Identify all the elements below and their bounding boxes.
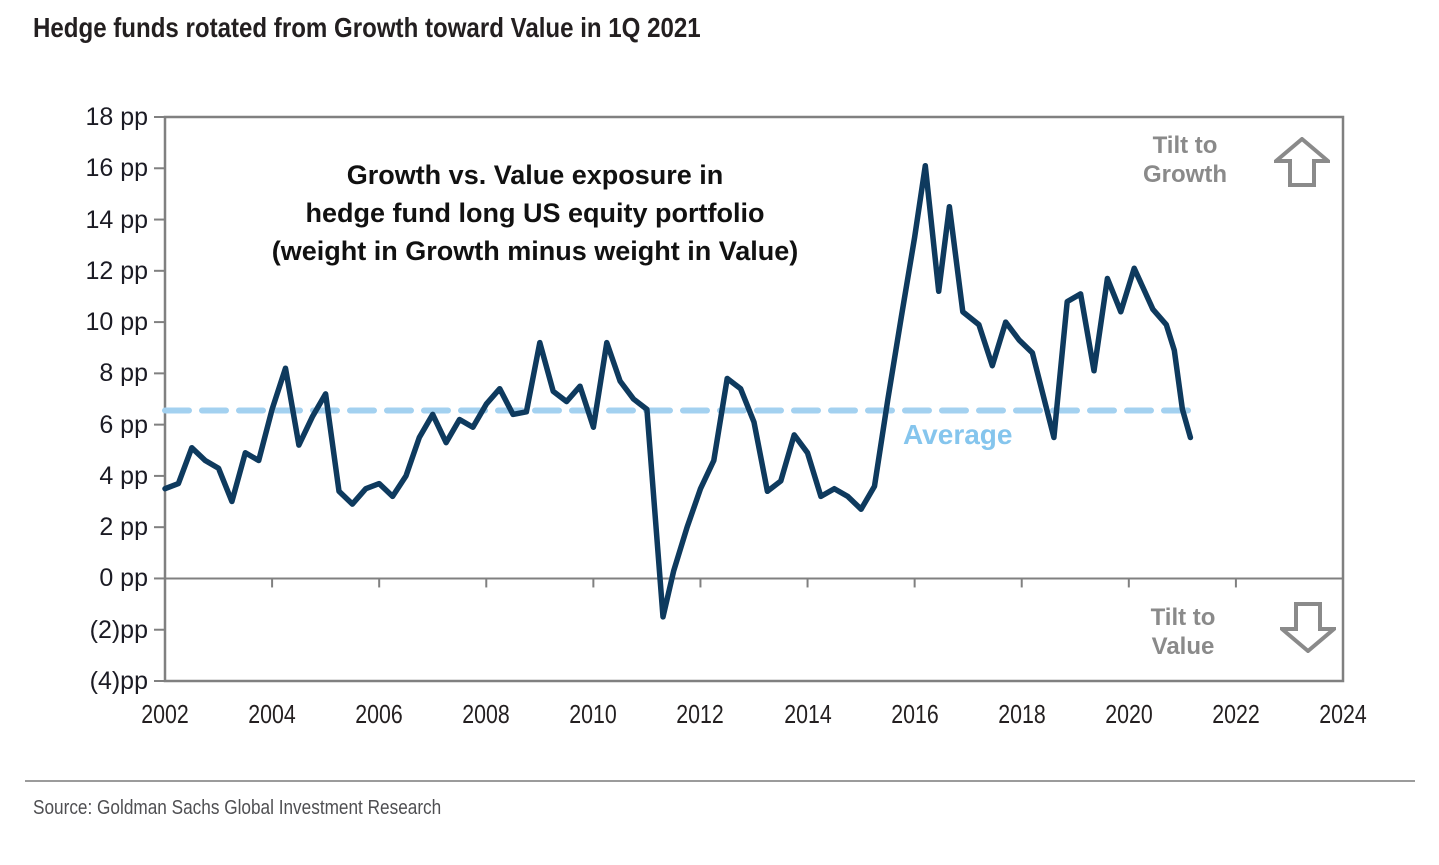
tilt-to-value-label: Tilt to Value — [1108, 603, 1258, 661]
y-axis-label: 10 pp — [85, 308, 148, 337]
page-title-text: Hedge funds rotated from Growth toward V… — [33, 12, 701, 43]
chart-inner-title-line2: hedge fund long US equity portfolio — [305, 198, 765, 228]
tilt-to-growth-label: Tilt to Growth — [1110, 131, 1260, 189]
average-annotation-label: Average — [903, 419, 1013, 450]
y-axis-label: 8 pp — [99, 359, 148, 388]
x-axis-label: 2012 — [676, 699, 725, 729]
chart-inner-title-line3: (weight in Growth minus weight in Value) — [271, 236, 799, 266]
arrow-up-icon — [1274, 137, 1330, 187]
x-axis-label: 2018 — [998, 699, 1046, 729]
tilt-growth-line2: Growth — [1143, 161, 1227, 188]
y-axis-label: 4 pp — [99, 461, 148, 490]
y-axis-label: 2 pp — [99, 513, 148, 542]
y-axis-label: 16 pp — [85, 154, 148, 183]
x-axis-label: 2006 — [355, 699, 403, 729]
x-axis-label: 2004 — [248, 699, 296, 729]
chart-inner-title: Growth vs. Value exposure in hedge fund … — [205, 156, 865, 270]
y-axis-label: 18 pp — [85, 103, 148, 131]
x-axis-label: 2024 — [1319, 699, 1367, 729]
y-axis-label: 12 pp — [85, 256, 148, 285]
x-axis-label: 2014 — [783, 699, 832, 729]
plot-border — [163, 115, 1345, 683]
y-axis-label: 14 pp — [85, 205, 148, 234]
y-axis-label: (2)pp — [89, 615, 148, 644]
tilt-growth-line1: Tilt to — [1152, 132, 1218, 159]
source-attribution-text: Source: Goldman Sachs Global Investment … — [33, 797, 442, 819]
y-axis-label: (4)pp — [89, 667, 148, 695]
tilt-value-line2: Value — [1151, 633, 1215, 660]
arrow-down-icon — [1280, 602, 1336, 653]
footer-divider — [25, 780, 1415, 782]
y-axis-ticks — [154, 116, 165, 682]
x-axis-label: 2010 — [569, 699, 618, 729]
x-axis-label: 2002 — [141, 699, 189, 729]
line-chart-plot-area — [154, 115, 1345, 683]
y-axis-label: 6 pp — [99, 410, 148, 439]
x-axis-label: 2020 — [1105, 699, 1153, 729]
exposure-line-series — [162, 162, 1194, 620]
source-attribution: Source: Goldman Sachs Global Investment … — [33, 797, 508, 820]
x-axis-label: 2022 — [1212, 699, 1260, 729]
page-title: Hedge funds rotated from Growth toward V… — [33, 12, 809, 44]
x-axis-label: 2016 — [890, 699, 939, 729]
x-axis-ticks — [271, 578, 1237, 588]
tilt-value-line1: Tilt to — [1150, 604, 1216, 631]
y-axis-label: 0 pp — [99, 564, 148, 593]
x-axis-label: 2008 — [462, 699, 510, 729]
chart-inner-title-line1: Growth vs. Value exposure in — [346, 160, 724, 190]
